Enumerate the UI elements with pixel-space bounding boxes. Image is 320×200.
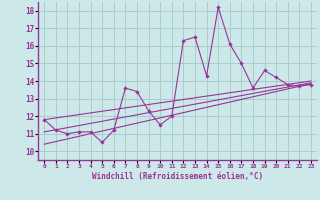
X-axis label: Windchill (Refroidissement éolien,°C): Windchill (Refroidissement éolien,°C) [92, 172, 263, 181]
